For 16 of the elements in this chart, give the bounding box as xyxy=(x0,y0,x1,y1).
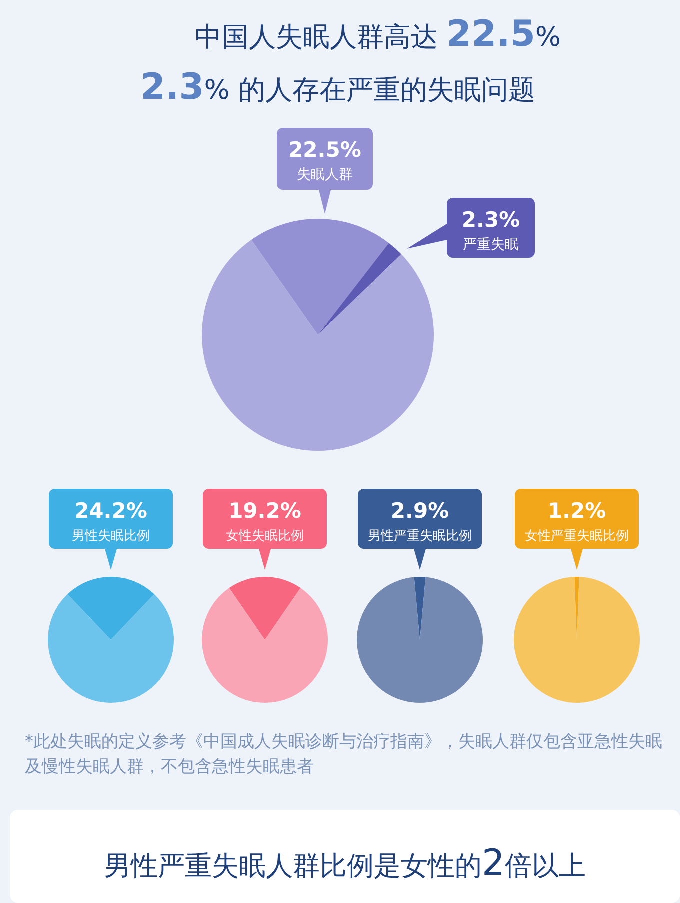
text: 失眠人群 xyxy=(297,167,353,183)
chart-subtitle: 2.3% 的人存在严重的失眠问题 xyxy=(140,67,536,108)
data-label: 1.2% xyxy=(548,499,606,523)
slice-label: 男性失眠比例 xyxy=(72,529,150,544)
data-label: 24.2% xyxy=(74,499,148,523)
data-label: 19.2% xyxy=(228,499,302,523)
legend-label: 严重失眠 xyxy=(463,237,519,253)
chart-title: 中国人失眠人群高达 22.5% xyxy=(194,14,562,55)
data-label: 2.9% xyxy=(390,499,450,523)
text: 男性严重失眠人群比例是女性的2倍以上 xyxy=(104,843,586,884)
data-label: 2.3% xyxy=(462,208,520,232)
text: *此处失眠的定义参考《中国成人失眠诊断与治疗指南》，失眠人群仅包含亚急性失眠及慢性失眠人群，不包含急性失眠患者 xyxy=(25,731,664,779)
slice-label: 女性失眠比例 xyxy=(226,529,304,544)
slice-label: 男性严重失眠比例 xyxy=(368,529,472,544)
slice-label: 女性严重失眠比例 xyxy=(525,529,629,544)
text: 22.5% xyxy=(288,138,362,162)
